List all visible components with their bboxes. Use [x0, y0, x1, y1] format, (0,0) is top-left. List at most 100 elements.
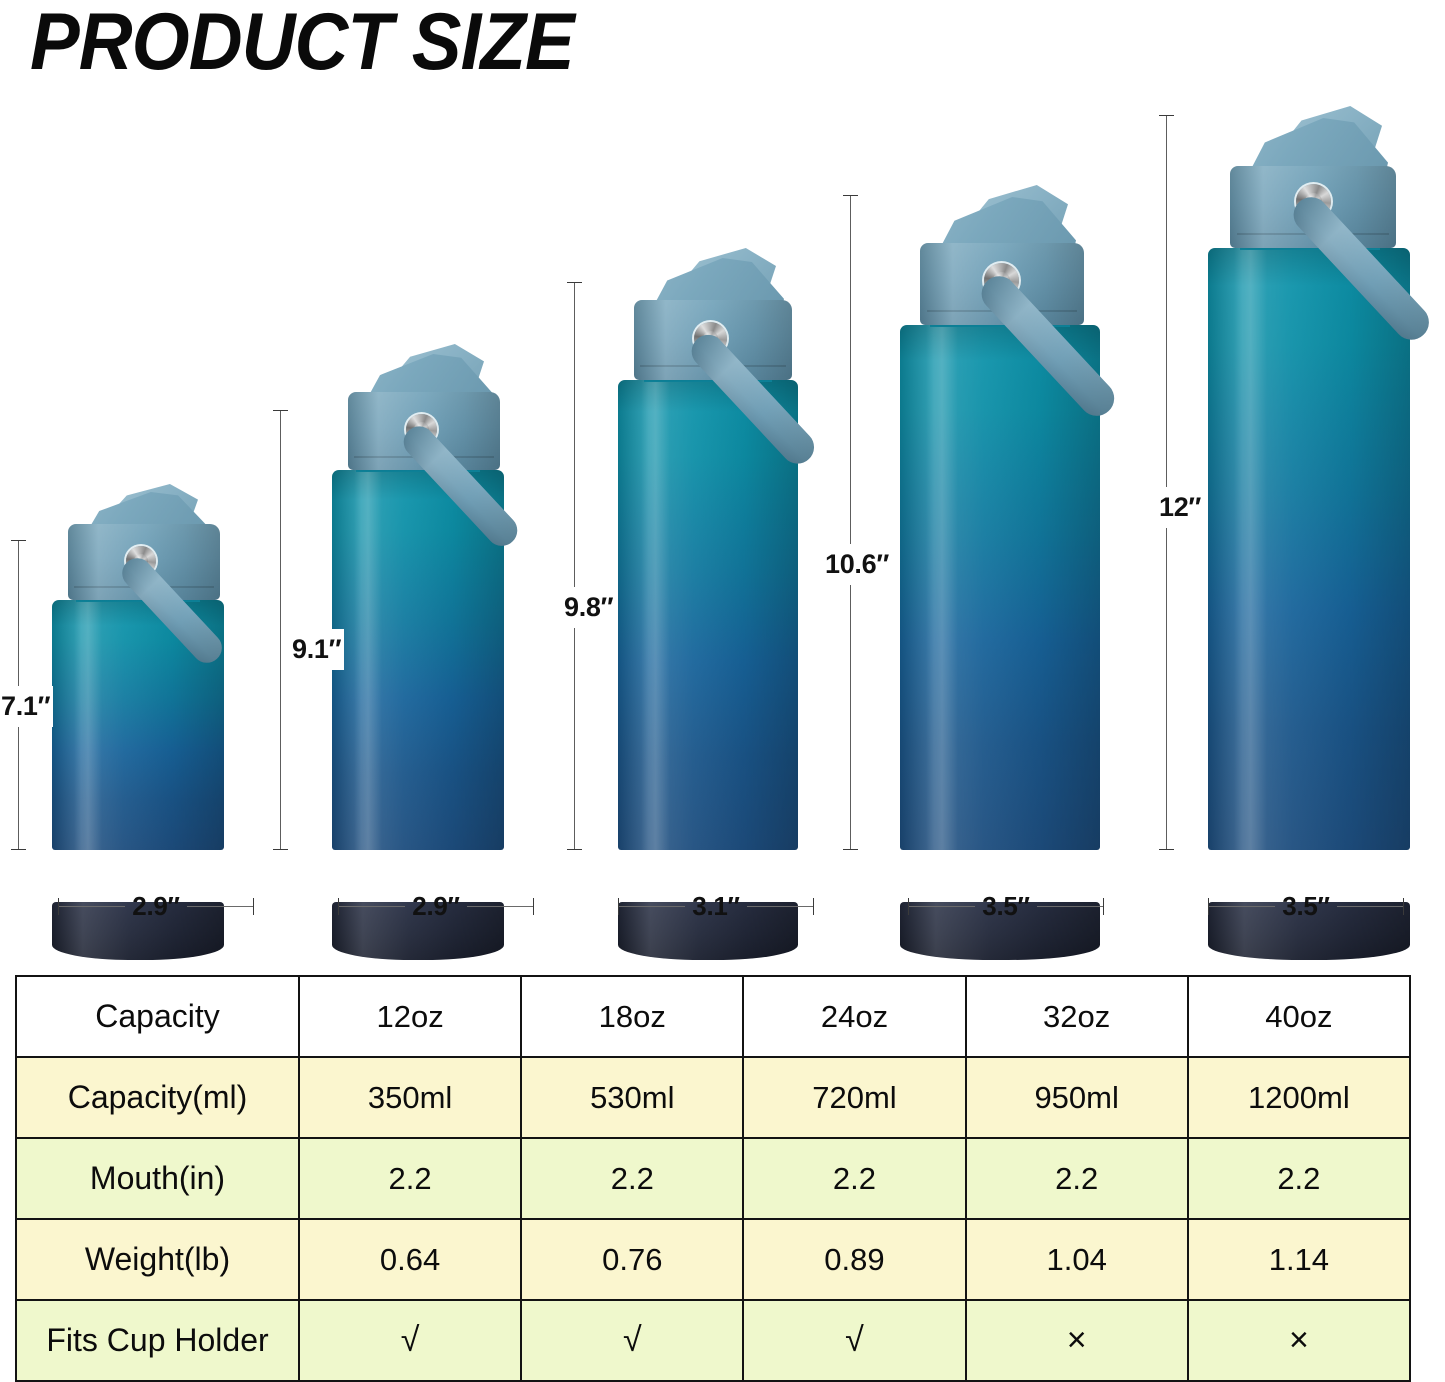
bottle-base-boot [1208, 902, 1410, 960]
bottle-base-boot [900, 902, 1100, 960]
cell-capacity-ml-12oz: 350ml [297, 1056, 523, 1139]
bottle-base-boot [332, 902, 504, 960]
bottle-body [1208, 248, 1410, 850]
height-label-18oz: 9.1″ [289, 629, 345, 670]
width-dimension-40oz: 3.5″ [1208, 891, 1404, 921]
dimension-rule-left [909, 906, 976, 907]
table-row: Fits Cup Holder √ √ √ × × [15, 1299, 1412, 1382]
bottle-base-boot [52, 902, 224, 960]
dimension-rule-left [1209, 906, 1276, 907]
bottle-body [618, 380, 798, 850]
cell-capacity-ml-32oz: 950ml [964, 1056, 1189, 1139]
table-header-capacity: Capacity [15, 975, 300, 1058]
table-row: Capacity(ml) 350ml 530ml 720ml 950ml 120… [15, 1056, 1412, 1139]
cell-fits-cup-holder-32oz: × [964, 1299, 1189, 1382]
width-label-40oz: 3.5″ [1282, 891, 1330, 921]
cell-mouth-in-40oz: 2.2 [1186, 1137, 1412, 1220]
bottle-highlight [1234, 248, 1267, 850]
bottle-base-boot [618, 902, 798, 960]
cell-capacity-ml-18oz: 530ml [520, 1056, 745, 1139]
cell-mouth-in-24oz: 2.2 [742, 1137, 967, 1220]
dimension-tick-left [618, 898, 619, 915]
bottle-lid [344, 344, 524, 553]
height-label-40oz: 12″ [1156, 487, 1205, 528]
height-dimension-line [273, 410, 288, 850]
dimension-rule-right [1036, 906, 1103, 907]
bottle-body [332, 470, 504, 850]
cell-mouth-in-18oz: 2.2 [520, 1137, 745, 1220]
width-dimension-32oz: 3.5″ [908, 891, 1104, 921]
table-header-row: Capacity 12oz 18oz 24oz 32oz 40oz [15, 975, 1412, 1058]
dimension-tick-left [338, 898, 339, 915]
cell-capacity-ml-40oz: 1200ml [1186, 1056, 1412, 1139]
height-dimension-line [843, 195, 858, 850]
cell-weight-lb-24oz: 0.89 [742, 1218, 967, 1301]
dimension-tick-top [1159, 115, 1174, 116]
dimension-tick-top [273, 410, 288, 411]
dimension-tick-top [567, 282, 582, 283]
table-header-12oz: 12oz [297, 975, 523, 1058]
table-header-40oz: 40oz [1186, 975, 1412, 1058]
dimension-rule-left [339, 906, 406, 907]
dimension-tick-right [533, 898, 534, 915]
dimension-tick-bottom [11, 849, 26, 850]
bottle-body [900, 325, 1100, 850]
row-label-weight-lb: Weight(lb) [15, 1218, 300, 1301]
table-header-32oz: 32oz [964, 975, 1189, 1058]
cell-weight-lb-18oz: 0.76 [520, 1218, 745, 1301]
dimension-tick-right [813, 898, 814, 915]
cell-weight-lb-32oz: 1.04 [964, 1218, 1189, 1301]
cell-weight-lb-12oz: 0.64 [297, 1218, 523, 1301]
bottle-32oz: 10.6″ 3.5″ [822, 0, 1180, 960]
table-header-24oz: 24oz [742, 975, 967, 1058]
dimension-rule-right [466, 906, 533, 907]
dimension-tick-left [58, 898, 59, 915]
page-title: PRODUCT SIZE [30, 0, 575, 87]
row-label-mouth-in: Mouth(in) [15, 1137, 300, 1220]
dimension-tick-right [1403, 898, 1404, 915]
cell-capacity-ml-24oz: 720ml [742, 1056, 967, 1139]
height-dimension-line [1159, 115, 1174, 850]
height-dimension-line [567, 282, 582, 850]
dimension-tick-left [908, 898, 909, 915]
bottle-40oz: 12″ 3.5″ [1156, 0, 1445, 960]
dimension-tick-right [1103, 898, 1104, 915]
row-label-fits-cup-holder: Fits Cup Holder [15, 1299, 300, 1382]
dimension-rule-right [746, 906, 813, 907]
cell-fits-cup-holder-12oz: √ [297, 1299, 523, 1382]
height-label-12oz: 7.1″ [0, 686, 54, 727]
specification-table: Capacity 12oz 18oz 24oz 32oz 40oz Capaci… [15, 975, 1412, 1382]
width-label-24oz: 3.1″ [692, 891, 740, 921]
cell-mouth-in-32oz: 2.2 [964, 1137, 1189, 1220]
bottle-lid [1226, 106, 1437, 347]
cell-fits-cup-holder-24oz: √ [742, 1299, 967, 1382]
dimension-tick-right [253, 898, 254, 915]
dimension-rule-right [186, 906, 253, 907]
dimension-tick-bottom [273, 849, 288, 850]
row-label-capacity-ml: Capacity(ml) [15, 1056, 300, 1139]
width-dimension-24oz: 3.1″ [618, 891, 814, 921]
width-label-12oz: 2.9″ [132, 891, 180, 921]
table-row: Mouth(in) 2.2 2.2 2.2 2.2 2.2 [15, 1137, 1412, 1220]
bottle-highlight [926, 325, 958, 850]
bottle-lid [916, 185, 1122, 424]
bottle-highlight [641, 380, 671, 850]
dimension-rule-left [619, 906, 686, 907]
dimension-tick-bottom [1159, 849, 1174, 850]
table-row: Weight(lb) 0.64 0.76 0.89 1.04 1.14 [15, 1218, 1412, 1301]
table-header-18oz: 18oz [520, 975, 745, 1058]
dimension-tick-left [1208, 898, 1209, 915]
width-label-32oz: 3.5″ [982, 891, 1030, 921]
dimension-tick-top [11, 540, 26, 541]
bottle-size-illustrations: 7.1″ 2.9″ 9.1″ [0, 0, 1445, 960]
bottle-18oz: 9.1″ 2.9″ [273, 0, 570, 960]
bottle-lid [630, 248, 821, 471]
dimension-tick-bottom [843, 849, 858, 850]
dimension-tick-bottom [567, 849, 582, 850]
cell-fits-cup-holder-18oz: √ [520, 1299, 745, 1382]
bottle-lid [64, 484, 229, 669]
dimension-rule-right [1336, 906, 1403, 907]
width-dimension-18oz: 2.9″ [338, 891, 534, 921]
bottle-highlight [74, 600, 102, 850]
dimension-rule-left [59, 906, 126, 907]
